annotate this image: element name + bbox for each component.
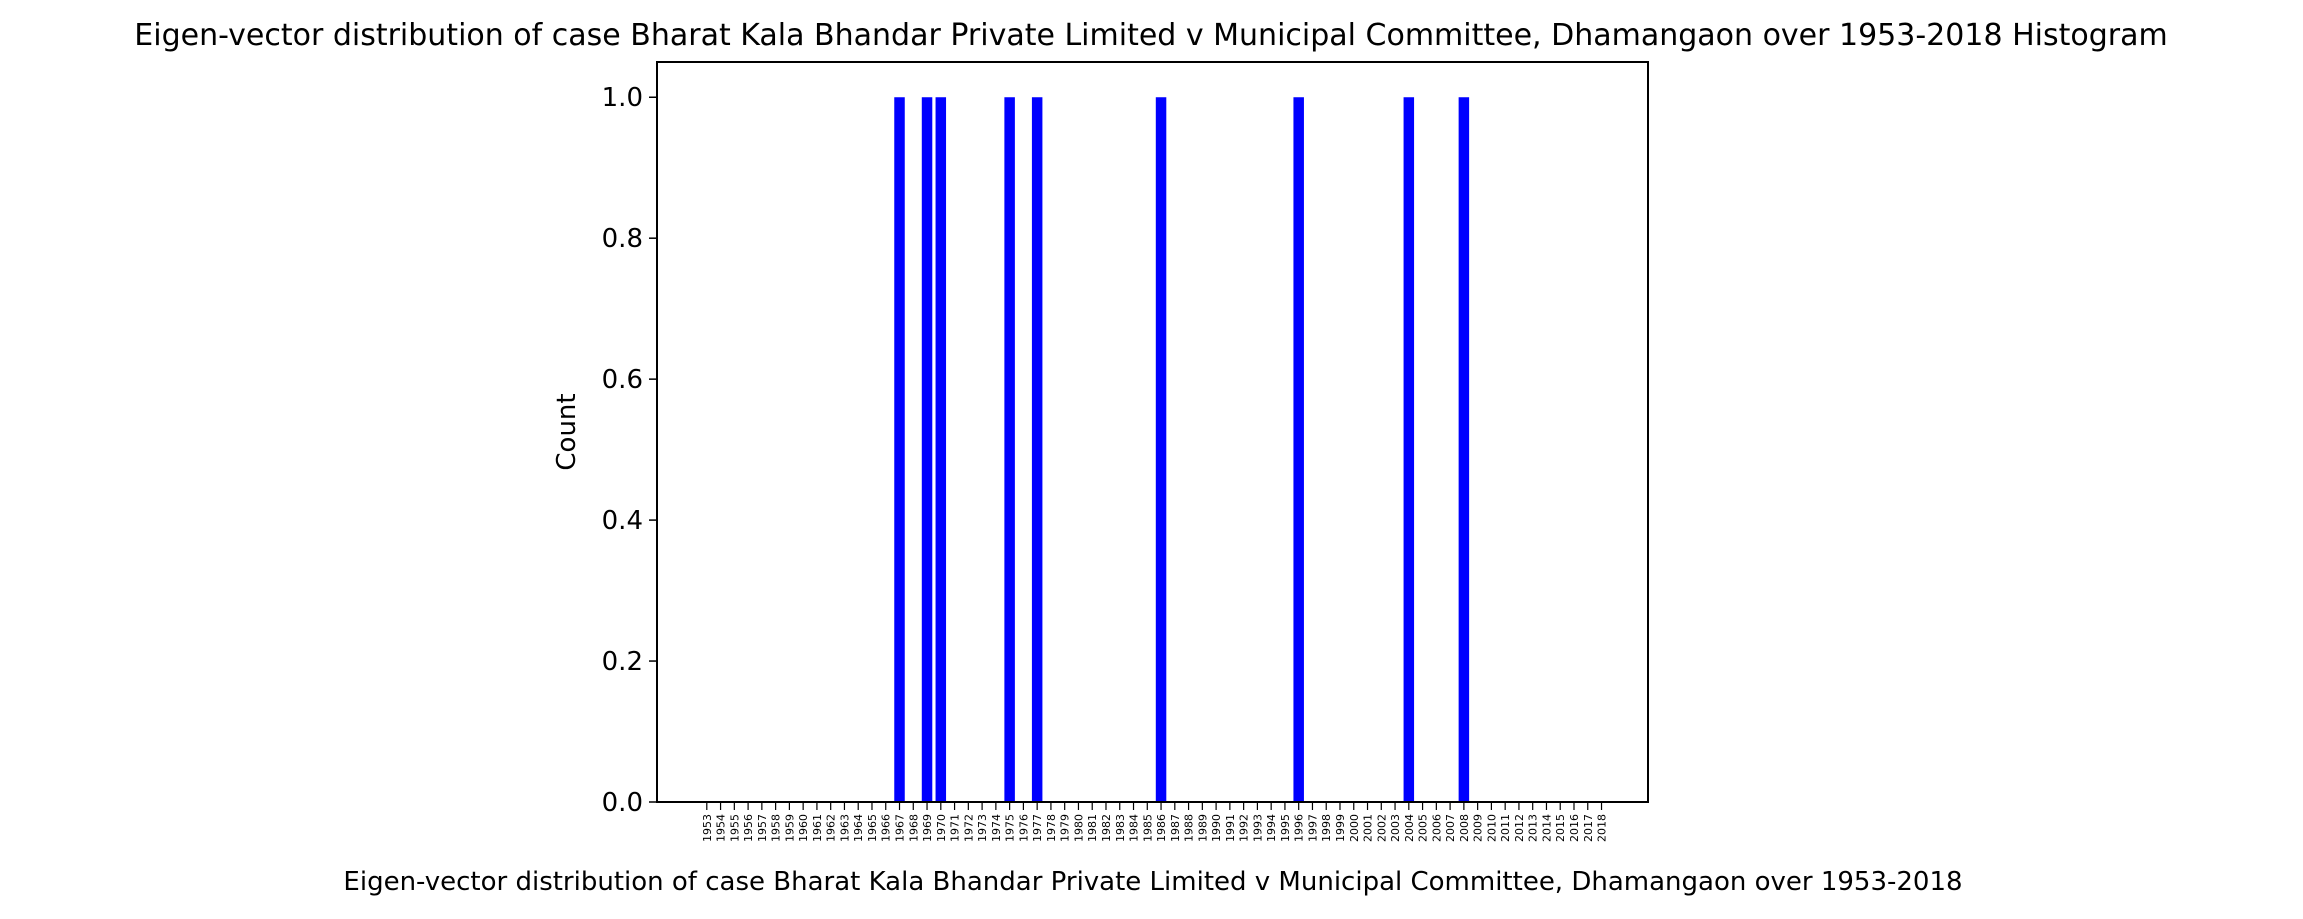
y-tick-label: 0.8: [602, 224, 643, 254]
x-tick-label: 1975: [1004, 814, 1017, 842]
bar-1970: [935, 97, 947, 803]
x-tick-label: 2006: [1430, 814, 1443, 842]
chart-title: Eigen-vector distribution of case Bharat…: [134, 18, 2167, 53]
x-tick-label: 2017: [1582, 814, 1595, 842]
y-axis-ticks: 0.0 0.2 0.4 0.6 0.8 1.0: [602, 83, 657, 818]
y-tick-label: 0.4: [602, 506, 643, 536]
x-tick-label: 1953: [701, 814, 714, 842]
x-tick-label: 1967: [894, 814, 907, 842]
x-tick-label: 1974: [990, 814, 1003, 842]
x-tick-label: 1991: [1224, 814, 1237, 842]
x-tick-label: 1966: [880, 814, 893, 842]
x-tick-label: 2018: [1596, 814, 1609, 842]
x-axis-ticks: 1953 1954 1955 1956 1957 1958 1959 1960 1961 1962…: [701, 802, 1609, 842]
x-tick-label: 2016: [1568, 814, 1581, 842]
x-tick-label: 2003: [1389, 814, 1402, 842]
x-tick-label: 1964: [852, 814, 865, 842]
x-tick-label: 1985: [1141, 814, 1154, 842]
x-tick-label: 2008: [1458, 814, 1471, 842]
bar-1977: [1031, 97, 1043, 803]
x-tick-label: 1979: [1059, 814, 1072, 842]
x-tick-label: 2001: [1362, 814, 1375, 842]
x-tick-label: 1984: [1128, 814, 1141, 842]
y-tick-label: 0.6: [602, 365, 643, 395]
bar-2008: [1458, 97, 1470, 803]
x-tick-label: 2011: [1499, 814, 1512, 842]
x-tick-label: 2007: [1444, 814, 1457, 842]
x-tick-label: 1957: [756, 814, 769, 842]
x-tick-label: 1989: [1196, 814, 1209, 842]
x-tick-label: 2010: [1485, 814, 1498, 842]
x-tick-label: 1954: [715, 814, 728, 842]
bar-1967: [894, 97, 905, 803]
x-tick-label: 1980: [1072, 814, 1085, 842]
bar-2004: [1403, 97, 1415, 803]
x-tick-label: 2005: [1417, 814, 1430, 842]
bar-1969: [921, 97, 933, 803]
x-tick-label: 1972: [962, 814, 975, 842]
x-tick-label: 1982: [1100, 814, 1113, 842]
x-tick-label: 1962: [825, 814, 838, 842]
x-tick-label: 1969: [921, 814, 934, 842]
x-tick-label: 1988: [1183, 814, 1196, 842]
x-tick-label: 1965: [866, 814, 879, 842]
x-tick-label: 1996: [1293, 814, 1306, 842]
x-tick-label: 1977: [1031, 814, 1044, 842]
x-tick-label: 2009: [1472, 814, 1485, 842]
x-tick-label: 1987: [1169, 814, 1182, 842]
x-tick-label: 1997: [1306, 814, 1319, 842]
x-tick-label: 2004: [1403, 814, 1416, 842]
plot-frame: [656, 61, 1649, 803]
x-tick-label: 2015: [1554, 814, 1567, 842]
x-tick-label: 2000: [1348, 814, 1361, 842]
x-tick-label: 1968: [907, 814, 920, 842]
x-tick-label: 1992: [1238, 814, 1251, 842]
x-tick-label: 1986: [1155, 814, 1168, 842]
y-tick-label: 1.0: [602, 83, 643, 113]
x-tick-label: 1993: [1251, 814, 1264, 842]
bars-group: [894, 97, 1470, 803]
x-tick-label: 1971: [949, 814, 962, 842]
y-tick-label: 0.2: [602, 647, 643, 677]
x-tick-label: 1963: [838, 814, 851, 842]
x-tick-label: 1981: [1086, 814, 1099, 842]
x-tick-label: 2012: [1513, 814, 1526, 842]
x-tick-label: 1955: [728, 814, 741, 842]
x-tick-label: 1959: [783, 814, 796, 842]
x-tick-label: 1970: [935, 814, 948, 842]
x-tick-label: 1994: [1265, 814, 1278, 842]
bar-1996: [1293, 97, 1304, 803]
bar-1986: [1155, 97, 1167, 803]
x-tick-label: 1983: [1114, 814, 1127, 842]
x-tick-label: 1976: [1017, 814, 1030, 842]
x-tick-label: 2014: [1540, 814, 1553, 842]
y-axis-label: Count: [552, 393, 582, 470]
x-tick-label: 1956: [742, 814, 755, 842]
x-axis-label: Eigen-vector distribution of case Bharat…: [343, 867, 1962, 897]
x-tick-label: 1978: [1045, 814, 1058, 842]
x-tick-label: 1999: [1334, 814, 1347, 842]
x-tick-label: 2002: [1375, 814, 1388, 842]
x-tick-label: 1960: [797, 814, 810, 842]
bar-1975: [1004, 97, 1015, 803]
x-tick-label: 1995: [1279, 814, 1292, 842]
x-tick-label: 1990: [1210, 814, 1223, 842]
x-tick-label: 2013: [1527, 814, 1540, 842]
x-tick-label: 1961: [811, 814, 824, 842]
y-tick-label: 0.0: [602, 788, 643, 818]
x-tick-label: 1973: [976, 814, 989, 842]
x-tick-label: 1998: [1320, 814, 1333, 842]
x-tick-label: 1958: [770, 814, 783, 842]
